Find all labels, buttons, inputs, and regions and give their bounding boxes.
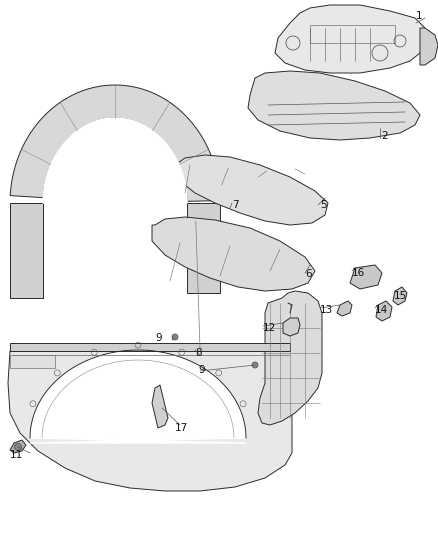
Text: 7: 7 — [232, 200, 239, 210]
Text: 11: 11 — [10, 450, 23, 460]
Circle shape — [14, 443, 21, 450]
Polygon shape — [175, 155, 328, 225]
Polygon shape — [376, 301, 392, 321]
Polygon shape — [10, 85, 220, 201]
Text: 5: 5 — [320, 200, 327, 210]
Text: 15: 15 — [394, 291, 407, 301]
Text: 8: 8 — [195, 348, 201, 358]
Circle shape — [172, 334, 178, 340]
Polygon shape — [10, 343, 290, 351]
Circle shape — [252, 362, 258, 368]
Text: 14: 14 — [375, 305, 388, 315]
Polygon shape — [337, 301, 352, 316]
Polygon shape — [393, 287, 407, 305]
Polygon shape — [248, 71, 420, 140]
Text: 2: 2 — [381, 131, 388, 141]
Text: 6: 6 — [305, 269, 311, 279]
Polygon shape — [350, 265, 382, 289]
Text: 1: 1 — [416, 11, 423, 21]
Polygon shape — [258, 291, 322, 425]
Polygon shape — [10, 440, 26, 453]
Polygon shape — [152, 385, 168, 428]
Polygon shape — [10, 203, 43, 298]
Polygon shape — [10, 355, 55, 368]
Polygon shape — [30, 350, 246, 443]
Polygon shape — [187, 203, 220, 293]
Polygon shape — [283, 318, 300, 336]
Text: 12: 12 — [263, 323, 276, 333]
Text: 9: 9 — [198, 365, 205, 375]
Polygon shape — [420, 28, 438, 65]
Polygon shape — [152, 217, 315, 291]
Polygon shape — [275, 5, 425, 73]
Text: 9: 9 — [155, 333, 162, 343]
Text: 17: 17 — [175, 423, 188, 433]
Text: 16: 16 — [352, 268, 365, 278]
Text: 13: 13 — [320, 305, 333, 315]
Polygon shape — [43, 118, 187, 203]
Polygon shape — [8, 351, 292, 491]
